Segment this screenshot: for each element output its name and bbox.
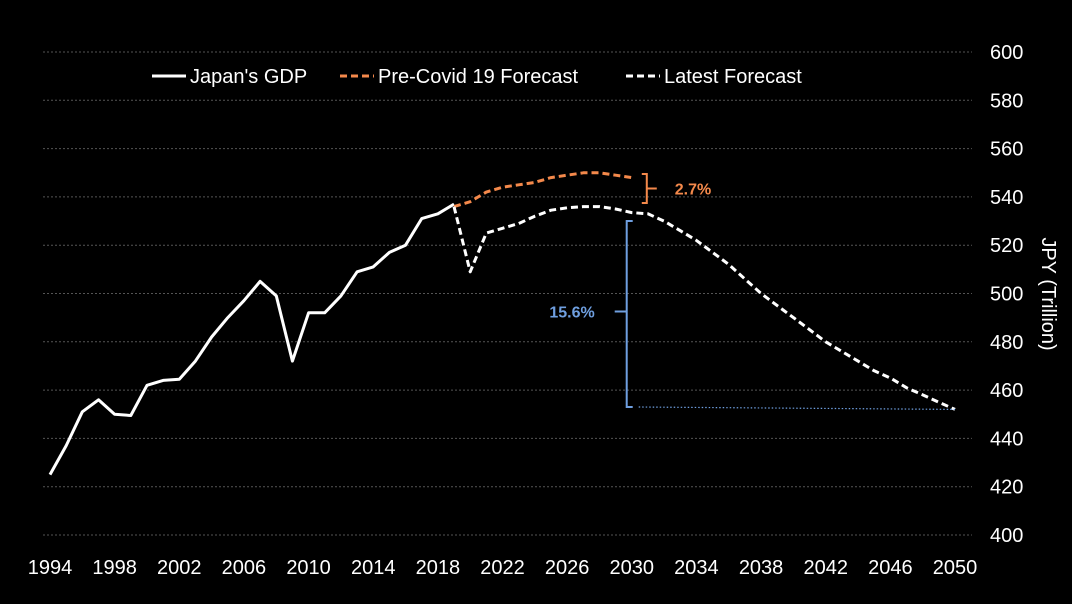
x-tick-label: 2026 bbox=[545, 557, 590, 579]
series-line-pre-covid-forecast bbox=[453, 171, 633, 209]
y-tick-label: 580 bbox=[990, 90, 1023, 112]
annotation-label-pre-covid: 2.7% bbox=[675, 181, 711, 198]
series-line-latest-forecast bbox=[452, 205, 956, 411]
x-tick-label: 1994 bbox=[28, 557, 73, 579]
x-tick-label: 2050 bbox=[933, 557, 978, 579]
x-tick-label: 2002 bbox=[157, 557, 202, 579]
gap-bracket-pre-covid bbox=[641, 172, 657, 204]
y-tick-label: 400 bbox=[990, 525, 1023, 547]
series-lines bbox=[48, 171, 956, 476]
y-tick-label: 420 bbox=[990, 477, 1023, 499]
reference-dotted-line bbox=[638, 406, 956, 411]
x-axis-ticks: 1994 1998 2002 2006 2010 2014 2018 2022 2026 2030… bbox=[28, 557, 978, 579]
x-tick-label: 2038 bbox=[739, 557, 784, 579]
x-tick-label: 2022 bbox=[480, 557, 525, 579]
x-tick-label: 2010 bbox=[286, 557, 331, 579]
y-axis-label: JPY (Trillion) bbox=[1037, 237, 1059, 350]
annotations: 2.7% 15.6% bbox=[549, 172, 956, 411]
x-tick-label: 2034 bbox=[674, 557, 719, 579]
legend-label: Pre-Covid 19 Forecast bbox=[378, 66, 579, 88]
y-tick-label: 560 bbox=[990, 139, 1023, 161]
y-axis-ticks: 400 420 440 460 480 500 520 540 560 580 600 bbox=[990, 42, 1023, 547]
legend-label: Latest Forecast bbox=[664, 66, 802, 88]
y-tick-label: 460 bbox=[990, 380, 1023, 402]
y-tick-label: 500 bbox=[990, 284, 1023, 306]
legend: Japan's GDP Pre-Covid 19 Forecast Latest F… bbox=[152, 66, 802, 88]
legend-label: Japan's GDP bbox=[190, 66, 307, 88]
gap-bracket-latest bbox=[614, 220, 633, 409]
annotation-label-latest: 15.6% bbox=[549, 305, 594, 322]
y-tick-label: 480 bbox=[990, 332, 1023, 354]
y-tick-label: 520 bbox=[990, 235, 1023, 257]
series-line-gdp bbox=[48, 202, 455, 476]
x-tick-label: 2006 bbox=[222, 557, 267, 579]
x-tick-label: 2046 bbox=[868, 557, 913, 579]
y-tick-label: 600 bbox=[990, 42, 1023, 64]
x-tick-label: 1998 bbox=[92, 557, 137, 579]
grid-lines bbox=[43, 51, 972, 536]
x-tick-label: 2042 bbox=[803, 557, 848, 579]
x-tick-label: 2018 bbox=[416, 557, 461, 579]
x-tick-label: 2014 bbox=[351, 557, 396, 579]
y-tick-label: 540 bbox=[990, 187, 1023, 209]
y-tick-label: 440 bbox=[990, 428, 1023, 450]
x-tick-label: 2030 bbox=[610, 557, 655, 579]
